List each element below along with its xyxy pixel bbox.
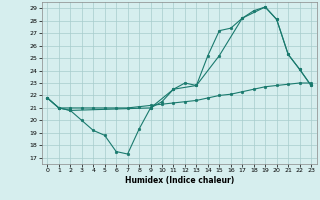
X-axis label: Humidex (Indice chaleur): Humidex (Indice chaleur) [124, 176, 234, 185]
